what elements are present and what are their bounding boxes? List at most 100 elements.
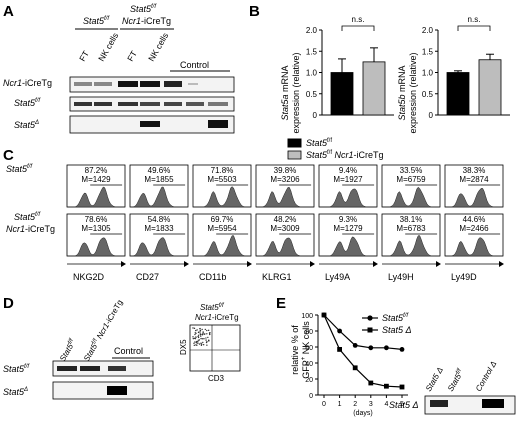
b2-ylabel2: expression (relative) (408, 52, 418, 133)
d-facs-dot (195, 329, 197, 332)
b1-ylabel: Stat5a mRNA (280, 65, 290, 120)
b2-ytick-label: 2.0 (422, 26, 434, 35)
e-point (352, 343, 358, 348)
a-gel-row3 (69, 115, 235, 134)
c-mfi: M=6759 (396, 175, 426, 184)
e-point (399, 384, 405, 390)
d-facs-dot (194, 341, 196, 343)
d-facs-dot (198, 339, 201, 341)
c-histogram-curve (66, 237, 126, 257)
c-percent: 9.4% (339, 166, 357, 175)
d-facs-dot (195, 340, 198, 343)
c-histogram-curve (319, 236, 378, 257)
c-histogram-curve (319, 188, 378, 208)
e-point (399, 347, 405, 352)
c-mfi: M=1927 (333, 175, 363, 184)
c-percent: 54.8% (148, 215, 171, 224)
b1-chart: 0 0.5 1.0 1.5 2.0 n.s. (306, 15, 394, 120)
c-histogram-box (381, 164, 441, 208)
b1-ytick-label: 1.5 (306, 47, 318, 56)
b-legend-ctrl: Stat5f/f (306, 138, 332, 148)
d-row1-label: Stat5f/f (3, 364, 30, 374)
d-lane1: Stat5f/f (58, 337, 78, 363)
d-facs-dot (202, 344, 205, 346)
e-xtick-label: 5 (400, 401, 404, 408)
d-facs-dot (204, 328, 206, 331)
d-facs-dot (199, 328, 201, 330)
e-point (368, 345, 374, 351)
c-arrow-head (436, 261, 441, 267)
d-facs-dot (195, 336, 197, 338)
d-facs-dot (200, 344, 203, 347)
c-mfi: M=1279 (333, 224, 363, 233)
e-legend-ff: Stat5f/f (382, 313, 409, 323)
d-facs-dot (208, 333, 211, 336)
e-xtick-label: 0 (322, 401, 326, 408)
c-percent: 33.5% (400, 166, 423, 175)
c-histogram-box (381, 213, 441, 257)
d-facs-dot (202, 341, 204, 344)
c-marker-label: CD11b (199, 272, 226, 282)
d-facs-dot (201, 328, 203, 331)
d-facs-dot (193, 327, 196, 330)
e-chart: 0 20 40 60 80 100 0 1 2 3 4 5 (days) (301, 312, 408, 417)
d-facs-dot (195, 332, 197, 335)
b1-sig-bracket (341, 25, 375, 31)
c-mfi: M=1855 (144, 175, 174, 184)
d-facs-dot (197, 339, 199, 342)
d-facs-dot (207, 329, 210, 332)
e-gel-lane2: Stat5f/f (446, 367, 466, 393)
d-gel-row2 (52, 381, 154, 400)
d-facs-dot (202, 332, 204, 334)
c-marker-label: Ly49D (451, 272, 477, 282)
c-arrow-head (247, 261, 252, 267)
c-percent: 44.6% (463, 215, 486, 224)
a-control-label: Control (180, 60, 209, 70)
c-histogram-curve (193, 235, 252, 257)
c-histogram-box (66, 213, 126, 257)
b2-ytick-label: 1.0 (422, 69, 434, 78)
d-facs-dot (199, 332, 201, 334)
d-facs-dot (192, 327, 194, 329)
a-lane-nk-1: NK cells (96, 31, 120, 63)
e-xtick-label: 2 (353, 401, 357, 408)
c-arrow-head (121, 261, 126, 267)
d-facs-dot (193, 344, 196, 347)
d-facs-dot (198, 343, 201, 345)
b-legend-tg: Stat5f/f Ncr1-iCreTg (306, 150, 384, 160)
e-ytick-label: 20 (305, 377, 313, 384)
a-gel-row1 (69, 76, 235, 93)
c-histogram-curve (129, 237, 188, 257)
c-histogram-curve (444, 237, 504, 257)
e-xtick-label: 3 (369, 401, 373, 408)
c-mfi: M=6783 (396, 224, 426, 233)
b2-bar (446, 72, 470, 116)
c-arrow-head (373, 261, 378, 267)
c-percent: 38.1% (400, 215, 423, 224)
d-facs-dot (200, 342, 202, 344)
c-marker-label: Ly49A (325, 272, 350, 282)
c-histogram-curve (444, 188, 504, 208)
a-lane-ft-2: FT (125, 49, 139, 63)
e-legend-marker-delta (367, 327, 373, 333)
b2-sig-bracket (457, 25, 491, 31)
b2-ytick-label: 0.5 (422, 90, 434, 99)
d-facs-dot (207, 336, 209, 339)
c-mfi: M=2874 (459, 175, 489, 184)
c-percent: 48.2% (274, 215, 297, 224)
d-facs-dot (206, 329, 208, 332)
d-facs-dot (204, 333, 206, 335)
d-facs-dot (205, 337, 207, 339)
panel-label-e: E (276, 295, 286, 312)
b2-ytick-label: 0 (429, 111, 434, 120)
c-marker-label: KLRG1 (262, 272, 292, 282)
d-facs-title2: Ncr1-iCreTg (195, 313, 239, 322)
b2-ns-label: n.s. (468, 15, 481, 24)
e-series-line (323, 314, 403, 350)
d-facs-dots (192, 327, 211, 347)
c-mfi: M=1305 (81, 224, 111, 233)
e-gel-row-label: Stat5 Δ (389, 400, 419, 410)
panel-label-c: C (3, 147, 14, 164)
d-facs-dot (192, 336, 194, 338)
